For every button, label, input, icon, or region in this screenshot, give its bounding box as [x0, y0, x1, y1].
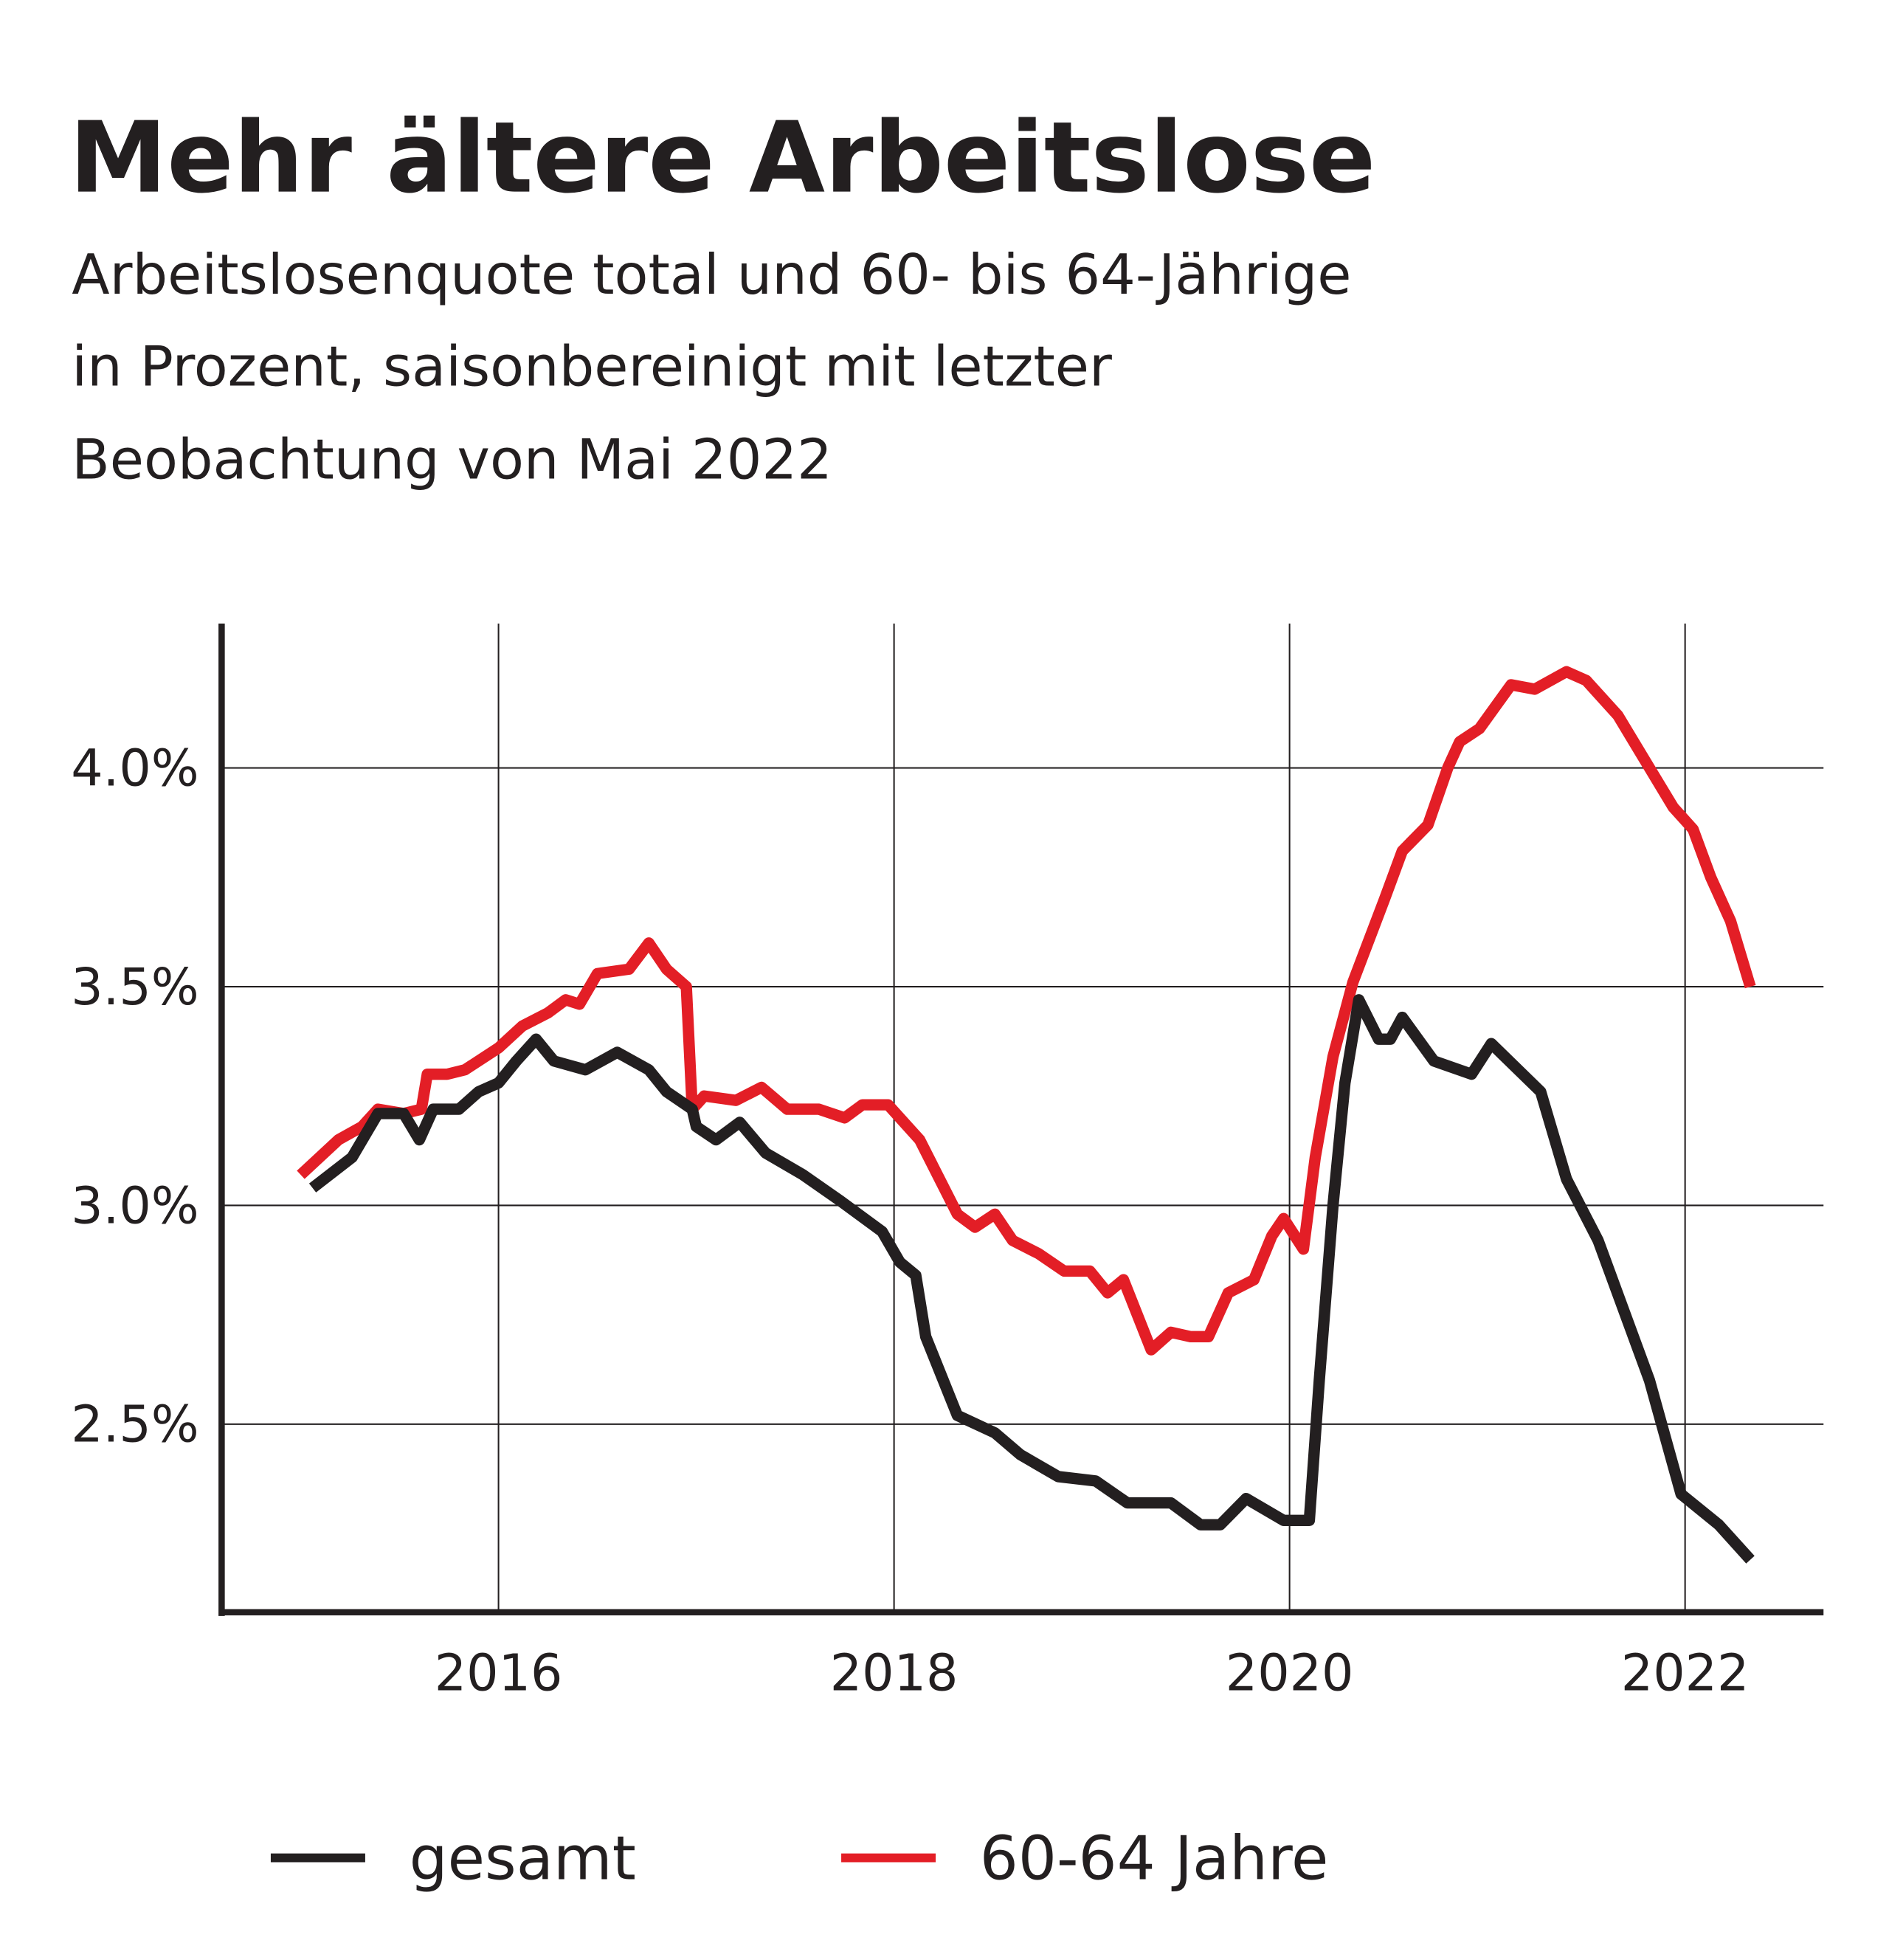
y-tick-label: 2.5%	[71, 1396, 198, 1455]
chart-subtitle: Beobachtung von Mai 2022	[72, 427, 832, 492]
series-line	[297, 666, 1756, 1356]
y-tick-label: 4.0%	[71, 740, 198, 798]
y-tick-label: 3.0%	[71, 1177, 198, 1235]
legend-label: gesamt	[410, 1824, 636, 1894]
x-tick-label: 2020	[1226, 1645, 1354, 1703]
legend-label: 60-64 Jahre	[980, 1824, 1329, 1894]
series-line	[308, 994, 1755, 1564]
y-tick-label: 3.5%	[71, 959, 198, 1017]
chart-title: Mehr ältere Arbeitslose	[69, 101, 1375, 215]
chart-subtitle: Arbeitslosenquote total und 60- bis 64-J…	[72, 242, 1351, 307]
x-tick-label: 2022	[1621, 1645, 1750, 1703]
x-tick-label: 2018	[830, 1645, 959, 1703]
x-tick-label: 2016	[435, 1645, 563, 1703]
chart-subtitle: in Prozent, saisonbereinigt mit letzter	[72, 334, 1112, 398]
